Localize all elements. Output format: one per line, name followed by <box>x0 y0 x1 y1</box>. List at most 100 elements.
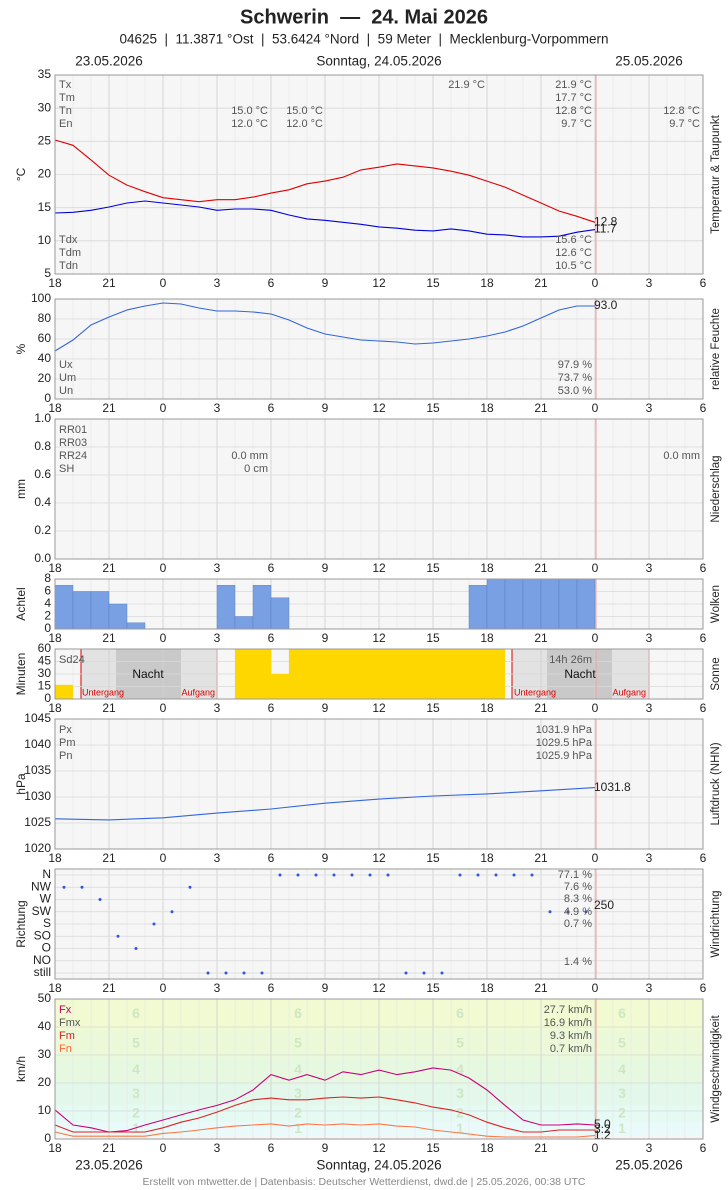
x-tick-label: 15 <box>426 701 440 715</box>
x-tick-label: 6 <box>268 851 275 865</box>
bar <box>108 603 128 630</box>
bar <box>54 585 74 630</box>
series-line <box>54 139 596 223</box>
note: 15.6 °C <box>555 234 592 246</box>
plot-frame <box>54 298 704 400</box>
x-tick-label: 18 <box>48 276 62 290</box>
direction-point <box>404 971 408 975</box>
x-tick-label: 12 <box>372 276 386 290</box>
x-tick-label: 0 <box>160 561 167 575</box>
direction-point <box>494 873 498 877</box>
x-tick-label: 21 <box>534 851 548 865</box>
x-tick-label: 21 <box>102 401 116 415</box>
bar <box>397 649 415 699</box>
y-tick-label: 100 <box>31 291 51 305</box>
y-tick-label: SO <box>34 928 51 942</box>
beaufort-label: 3 <box>456 1085 464 1101</box>
x-tick-label: 9 <box>322 981 329 995</box>
x-tick-label: 3 <box>214 401 221 415</box>
x-tick-label: 15 <box>426 276 440 290</box>
y-axis-label: Minuten <box>14 653 28 696</box>
x-tick-label: 6 <box>700 981 707 995</box>
y-axis-label: mm <box>14 479 28 499</box>
direction-point <box>98 898 102 901</box>
x-tick-label: 15 <box>426 401 440 415</box>
x-tick-label: 18 <box>480 276 494 290</box>
date-label: 25.05.2026 <box>615 54 683 69</box>
note: Um <box>59 372 76 384</box>
series-line <box>54 302 595 352</box>
note: Nacht <box>564 667 596 681</box>
x-tick-label: 3 <box>646 631 653 645</box>
x-tick-label: 9 <box>322 701 329 715</box>
end-label: 1031.8 <box>594 780 631 794</box>
note: 73.7 % <box>558 372 592 384</box>
note: Pm <box>59 737 76 749</box>
x-tick-label: 0 <box>160 981 167 995</box>
note: Nacht <box>132 667 164 681</box>
y-tick-label: 10 <box>38 233 52 247</box>
x-tick-label: 15 <box>426 1141 440 1155</box>
panel-title: relative Feuchte <box>710 308 722 390</box>
x-tick-label: 12 <box>372 981 386 995</box>
x-tick-label: 0 <box>592 631 599 645</box>
end-label: 250 <box>594 898 614 912</box>
note: En <box>59 118 72 130</box>
y-tick-label: 15 <box>38 200 52 214</box>
title: Schwerin — 24. Mai 2026 <box>240 6 488 28</box>
direction-point <box>584 910 588 914</box>
x-tick-label: 0 <box>592 981 599 995</box>
bar <box>126 622 146 630</box>
x-tick-label: 15 <box>426 851 440 865</box>
y-tick-label: 6 <box>44 584 51 598</box>
y-tick-label: 20 <box>38 167 52 181</box>
x-tick-label: 0 <box>160 276 167 290</box>
date-label: Sonntag, 24.05.2026 <box>316 1158 441 1173</box>
y-tick-label: 20 <box>38 1075 52 1089</box>
beaufort-label: 4 <box>456 1061 464 1077</box>
x-tick-label: 18 <box>480 401 494 415</box>
y-tick-label: 0.8 <box>34 439 51 453</box>
date-label: 23.05.2026 <box>75 54 143 69</box>
note: Pn <box>59 750 72 762</box>
note: Fx <box>59 1004 72 1016</box>
bar <box>235 649 253 699</box>
panel-title: Windgeschwindigkeit <box>710 1015 722 1123</box>
x-tick-label: 21 <box>534 981 548 995</box>
bar <box>540 578 560 630</box>
x-tick-label: 6 <box>700 851 707 865</box>
note: 12.0 °C <box>231 118 268 130</box>
note: 97.9 % <box>558 359 592 371</box>
x-tick-label: 3 <box>214 561 221 575</box>
x-tick-label: 3 <box>646 401 653 415</box>
note: 0.0 mm <box>663 450 700 462</box>
note: Fn <box>59 1043 72 1055</box>
direction-point <box>350 873 354 877</box>
note: 1031.9 hPa <box>536 724 593 736</box>
x-tick-label: 21 <box>102 851 116 865</box>
x-tick-label: 6 <box>268 631 275 645</box>
y-tick-label: 80 <box>38 311 52 325</box>
note: 0.0 mm <box>231 450 268 462</box>
beaufort-label: 3 <box>132 1085 140 1101</box>
end-label: 3.2 <box>594 1122 611 1136</box>
x-tick-label: 6 <box>268 701 275 715</box>
x-tick-label: 6 <box>700 401 707 415</box>
y-tick-label: 20 <box>38 371 52 385</box>
direction-point <box>476 873 480 877</box>
plot-frame <box>54 868 704 980</box>
note: 15.0 °C <box>231 105 268 117</box>
bar <box>72 591 92 630</box>
note: 9.3 km/h <box>550 1030 592 1042</box>
note: Aufgang <box>181 687 215 697</box>
y-tick-label: 30 <box>38 666 52 680</box>
bar <box>486 578 506 630</box>
y-axis-label: °C <box>14 167 28 181</box>
direction-point <box>440 971 444 975</box>
bar <box>361 649 379 699</box>
direction-point <box>224 971 228 975</box>
note: 10.5 °C <box>555 260 592 272</box>
note: 1029.5 hPa <box>536 737 593 749</box>
x-tick-label: 3 <box>646 701 653 715</box>
end-label: 5.0 <box>594 1117 611 1131</box>
